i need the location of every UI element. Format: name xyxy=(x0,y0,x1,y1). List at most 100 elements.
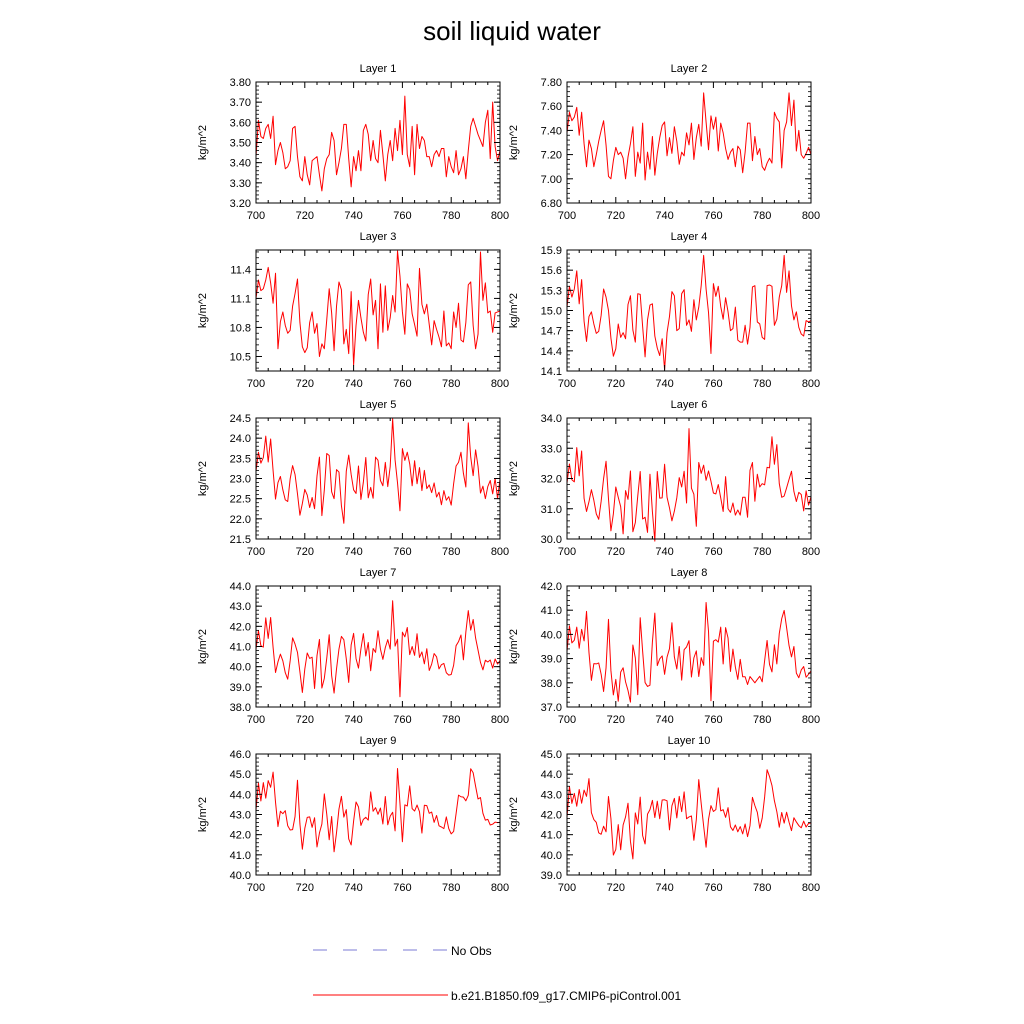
x-tick-label: 700 xyxy=(558,882,576,894)
y-tick-label: 42.0 xyxy=(230,621,251,633)
plot-frame xyxy=(255,585,501,708)
y-tick-label: 15.9 xyxy=(541,245,562,257)
plot-frame xyxy=(566,249,812,372)
x-tick-label: 800 xyxy=(491,882,509,894)
x-tick-label: 740 xyxy=(655,714,673,726)
x-tick-label: 700 xyxy=(558,546,576,558)
y-tick-label: 31.0 xyxy=(541,504,562,516)
y-axis-label: kg/m^2 xyxy=(508,293,520,328)
y-tick-label: 41.0 xyxy=(230,850,251,862)
y-axis-label: kg/m^2 xyxy=(508,125,520,160)
x-tick-label: 740 xyxy=(655,546,673,558)
y-tick-label: 42.0 xyxy=(230,830,251,842)
series-line xyxy=(255,250,501,366)
y-tick-label: 42.0 xyxy=(541,581,562,593)
plot-frame xyxy=(566,753,812,876)
y-tick-label: 44.0 xyxy=(541,769,562,781)
y-tick-label: 45.0 xyxy=(230,769,251,781)
x-tick-label: 720 xyxy=(607,882,625,894)
x-tick-label: 720 xyxy=(296,546,314,558)
x-tick-label: 720 xyxy=(607,210,625,222)
y-tick-label: 38.0 xyxy=(230,702,251,714)
series-line xyxy=(255,768,501,853)
x-tick-label: 760 xyxy=(704,378,722,390)
panel-title: Layer 9 xyxy=(360,735,397,747)
panel-layer-3: Layer 3 700 720 740 760 780 800 10.5 10.8 11.1 11.… xyxy=(197,231,509,390)
y-axis-label: kg/m^2 xyxy=(197,125,209,160)
x-tick-label: 780 xyxy=(753,210,771,222)
panel-title: Layer 10 xyxy=(668,735,711,747)
x-tick-label: 780 xyxy=(442,210,460,222)
x-tick-label: 800 xyxy=(802,546,820,558)
y-tick-label: 39.0 xyxy=(541,654,562,666)
x-tick-label: 780 xyxy=(753,546,771,558)
y-tick-label: 10.5 xyxy=(230,351,251,363)
y-axis-label: kg/m^2 xyxy=(197,461,209,496)
x-tick-label: 740 xyxy=(655,882,673,894)
x-tick-label: 760 xyxy=(393,714,411,726)
y-tick-label: 3.30 xyxy=(230,178,251,190)
y-tick-label: 40.0 xyxy=(541,629,562,641)
y-tick-label: 11.4 xyxy=(230,264,251,276)
y-axis-label: kg/m^2 xyxy=(197,629,209,664)
y-tick-label: 11.1 xyxy=(230,293,251,305)
y-tick-label: 3.80 xyxy=(230,77,251,89)
x-tick-label: 760 xyxy=(393,882,411,894)
y-tick-label: 14.7 xyxy=(541,326,562,338)
x-tick-label: 800 xyxy=(802,378,820,390)
y-tick-label: 43.0 xyxy=(230,601,251,613)
panel-layer-10: Layer 10 700 720 740 760 780 800 39.0 40.0 41.0 42… xyxy=(508,735,820,894)
y-tick-label: 7.00 xyxy=(541,174,562,186)
y-tick-label: 42.0 xyxy=(541,810,562,822)
x-tick-label: 720 xyxy=(607,714,625,726)
y-tick-label: 24.0 xyxy=(230,433,251,445)
y-tick-label: 41.0 xyxy=(541,605,562,617)
x-tick-label: 700 xyxy=(247,210,265,222)
panel-title: Layer 4 xyxy=(671,231,708,243)
y-tick-label: 46.0 xyxy=(230,749,251,761)
x-tick-label: 720 xyxy=(607,546,625,558)
y-tick-label: 14.1 xyxy=(541,366,562,378)
y-tick-label: 39.0 xyxy=(541,870,562,882)
x-tick-label: 780 xyxy=(442,882,460,894)
x-tick-label: 800 xyxy=(802,714,820,726)
x-tick-label: 740 xyxy=(344,714,362,726)
x-tick-label: 760 xyxy=(393,378,411,390)
y-axis-label: kg/m^2 xyxy=(197,293,209,328)
x-tick-label: 760 xyxy=(704,882,722,894)
x-tick-label: 700 xyxy=(247,714,265,726)
panel-layer-5: Layer 5 700 720 740 760 780 800 21.5 22.0 22.5 23.… xyxy=(197,399,509,558)
y-axis-label: kg/m^2 xyxy=(508,461,520,496)
y-tick-label: 41.0 xyxy=(230,642,251,654)
x-tick-label: 800 xyxy=(802,882,820,894)
y-tick-label: 7.20 xyxy=(541,150,562,162)
x-tick-label: 780 xyxy=(753,378,771,390)
panel-title: Layer 5 xyxy=(360,399,397,411)
y-tick-label: 7.80 xyxy=(541,77,562,89)
x-tick-label: 780 xyxy=(442,714,460,726)
x-tick-label: 740 xyxy=(344,378,362,390)
y-tick-label: 24.5 xyxy=(230,413,251,425)
x-tick-label: 720 xyxy=(296,714,314,726)
y-tick-label: 30.0 xyxy=(541,534,562,546)
x-tick-label: 760 xyxy=(393,210,411,222)
panel-layer-4: Layer 4 700 720 740 760 780 800 14.1 14.4 14.7 15.… xyxy=(508,231,820,390)
y-axis-label: kg/m^2 xyxy=(197,797,209,832)
y-tick-label: 7.40 xyxy=(541,125,562,137)
y-tick-label: 43.0 xyxy=(230,810,251,822)
y-tick-label: 22.5 xyxy=(230,494,251,506)
x-tick-label: 800 xyxy=(491,546,509,558)
x-tick-label: 800 xyxy=(491,210,509,222)
legend: No Obs b.e21.B1850.f09_g17.CMIP6-piContr… xyxy=(313,944,681,1003)
series-line xyxy=(566,92,812,181)
series-line xyxy=(255,600,501,698)
x-tick-label: 760 xyxy=(704,210,722,222)
y-tick-label: 43.0 xyxy=(541,789,562,801)
x-tick-label: 700 xyxy=(247,546,265,558)
y-tick-label: 38.0 xyxy=(541,678,562,690)
x-tick-label: 800 xyxy=(802,210,820,222)
y-tick-label: 40.0 xyxy=(541,850,562,862)
x-tick-label: 700 xyxy=(558,714,576,726)
x-tick-label: 700 xyxy=(558,378,576,390)
panel-layer-9: Layer 9 700 720 740 760 780 800 40.0 41.0 42.0 43.… xyxy=(197,735,509,894)
